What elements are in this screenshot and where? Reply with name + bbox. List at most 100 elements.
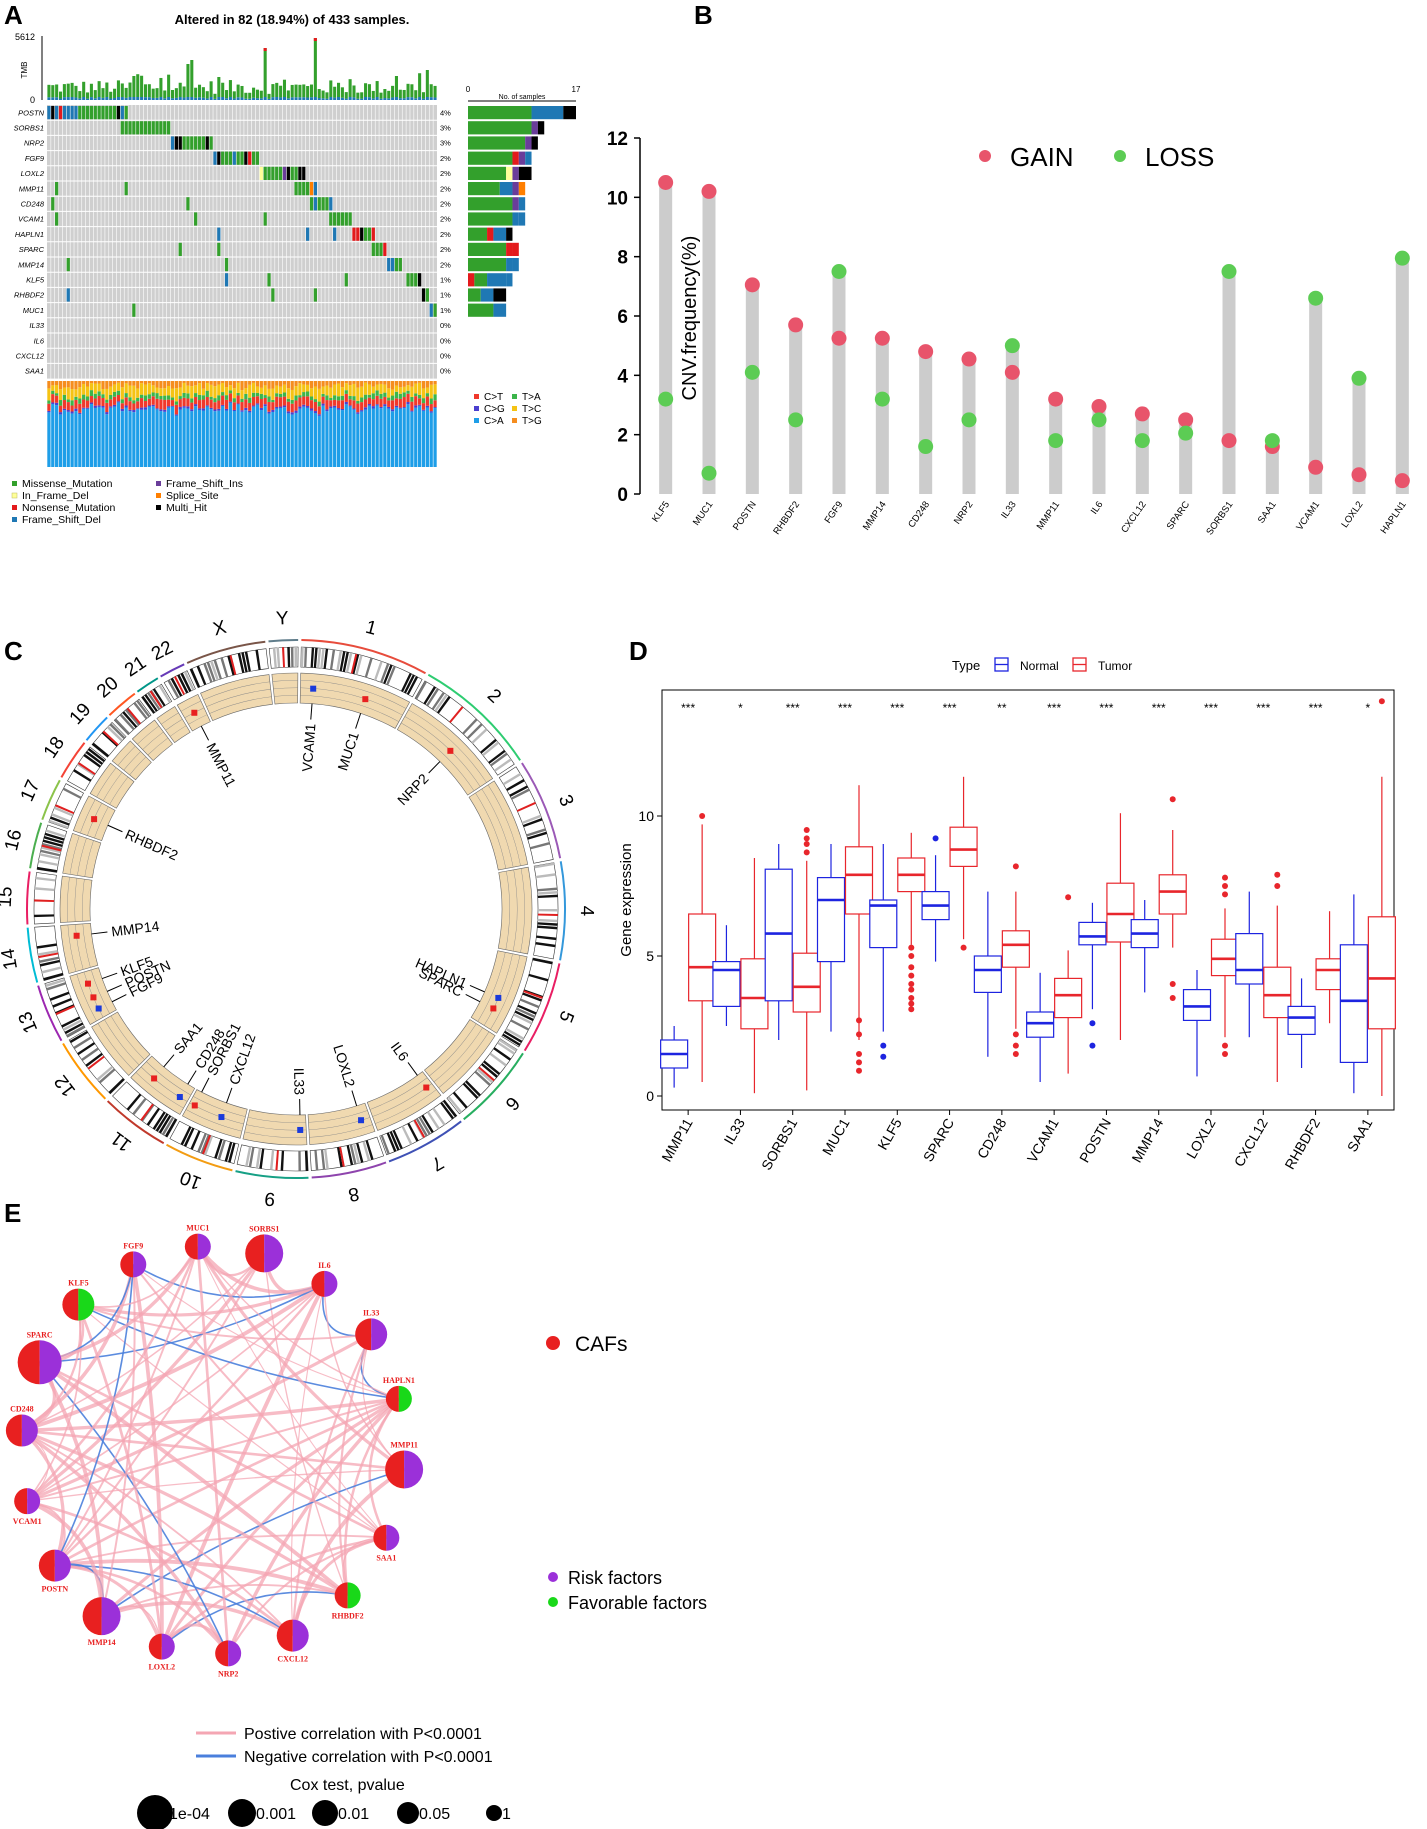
titv-segment-T>A: [197, 394, 202, 401]
titv-segment-C>G: [159, 409, 163, 412]
titv-segment-T>G: [147, 381, 151, 384]
titv-segment-T>G: [306, 381, 310, 385]
titv-segment-C>G: [267, 411, 271, 414]
x-tick-label: MUC1: [819, 1115, 853, 1158]
titv-segment-C>G: [398, 407, 402, 409]
gene-label: HAPLN1: [15, 230, 44, 239]
gain-point: [1004, 364, 1020, 380]
ideogram-band: [206, 661, 216, 682]
titv-segment-C>A: [367, 405, 372, 467]
x-tick-label: FGF9: [823, 499, 846, 525]
mutation-cell-KLF5: [224, 273, 229, 287]
negative-correlation-edge: [161, 1591, 348, 1648]
mutation-cell-FGF9: [213, 151, 217, 165]
ideogram-band: [304, 1150, 309, 1171]
side-bar-SPARC: [506, 242, 513, 256]
titv-segment-T>C: [55, 385, 59, 394]
titv-segment-C>G: [174, 414, 178, 416]
x-tick-label: CD248: [974, 1115, 1010, 1161]
ideogram-band: [180, 672, 192, 692]
titv-segment-C>A: [294, 412, 298, 467]
ideogram-band: [158, 684, 171, 703]
titv-segment-C>T: [406, 393, 410, 403]
chromosome-outer-arc: [160, 663, 185, 678]
chromosome-outer-arc: [60, 742, 86, 778]
titv-segment-T>A: [143, 395, 148, 402]
titv-segment-T>C: [112, 384, 117, 392]
tumor-box: [1054, 977, 1083, 1019]
titv-segment-C>A: [213, 411, 217, 467]
gene-label-leader: [465, 994, 481, 1003]
titv-segment-T>C: [209, 384, 213, 397]
panel-letter-c: C: [4, 636, 23, 666]
gain-point: [1091, 398, 1107, 414]
titv-segment-T>G: [151, 381, 155, 386]
ideogram-band: [298, 1150, 302, 1171]
node-favorable-half: [398, 1385, 412, 1412]
tmb-bar-frameshift: [244, 98, 248, 100]
titv-segment-T>A: [410, 396, 414, 402]
titv-segment-C>A: [306, 407, 310, 467]
mutation-cell-KLF5: [406, 273, 410, 287]
titv-segment-C>A: [221, 405, 225, 467]
gene-marker: [495, 994, 502, 1001]
tumor-outlier: [1222, 1042, 1228, 1049]
mutation-cell-RHBDF2: [271, 288, 275, 302]
cnv-track-gridline: [188, 714, 208, 725]
titv-segment-C>G: [109, 406, 113, 408]
titv-segment-C>A: [78, 414, 82, 467]
titv-segment-T>G: [394, 381, 399, 386]
titv-segment-T>G: [167, 381, 171, 387]
titv-segment-C>T: [255, 396, 260, 404]
tmb-bar-frameshift: [302, 97, 306, 100]
titv-segment-C>A: [290, 414, 294, 467]
cnv-track: [62, 832, 102, 879]
tmb-bar-frameshift: [55, 97, 59, 100]
ideogram-band: [336, 650, 343, 671]
tumor-outlier: [856, 1059, 862, 1066]
mutation-cell-KLF5: [417, 273, 422, 287]
titv-segment-T>A: [236, 392, 240, 396]
titv-segment-C>A: [429, 412, 433, 467]
titv-segment-T>C: [62, 387, 67, 395]
loss-point: [1091, 412, 1107, 428]
node-risk-half: [292, 1619, 309, 1652]
titv-segment-T>A: [232, 398, 236, 403]
significance-label: **: [997, 701, 1007, 715]
titv-segment-C>G: [101, 406, 105, 408]
titv-segment-T>A: [228, 390, 233, 394]
tmb-bar-frameshift: [197, 97, 202, 100]
ideogram-band: [177, 674, 189, 694]
tmb-bar-frameshift: [101, 97, 105, 100]
titv-segment-T>C: [244, 388, 248, 394]
ideogram-band: [146, 1107, 161, 1126]
ideogram-band: [462, 718, 478, 735]
tumor-outlier: [908, 981, 915, 987]
tmb-bar-frameshift: [186, 97, 190, 100]
cnv-track-gridline: [77, 838, 87, 876]
node-risk-half: [54, 1549, 71, 1582]
gene-marker: [176, 1094, 183, 1101]
titv-segment-T>C: [89, 383, 94, 391]
cnv-track: [299, 672, 411, 729]
titv-segment-C>A: [236, 404, 240, 467]
titv-segment-T>G: [410, 381, 414, 387]
titv-segment-C>T: [82, 399, 86, 408]
titv-segment-C>A: [278, 407, 283, 467]
x-tick-label: POSTN: [731, 499, 759, 532]
titv-segment-T>A: [120, 399, 124, 404]
titv-segment-C>T: [278, 397, 283, 407]
titv-segment-C>G: [251, 405, 256, 407]
titv-segment-C>G: [360, 410, 364, 412]
mutation-cell-LOXL2: [294, 166, 298, 180]
ideogram-band: [509, 785, 529, 797]
mutation-cell-LOXL2: [259, 166, 263, 180]
titv-segment-C>A: [194, 406, 198, 467]
titv-segment-C>A: [74, 411, 78, 467]
ideogram-band: [98, 1068, 116, 1084]
mutation-cell-VCAM1: [263, 212, 267, 226]
tmb-bar-missense: [263, 48, 267, 97]
gene-marker: [95, 1005, 102, 1012]
tmb-bar-missense: [333, 86, 337, 98]
tmb-bar-missense: [221, 82, 225, 97]
